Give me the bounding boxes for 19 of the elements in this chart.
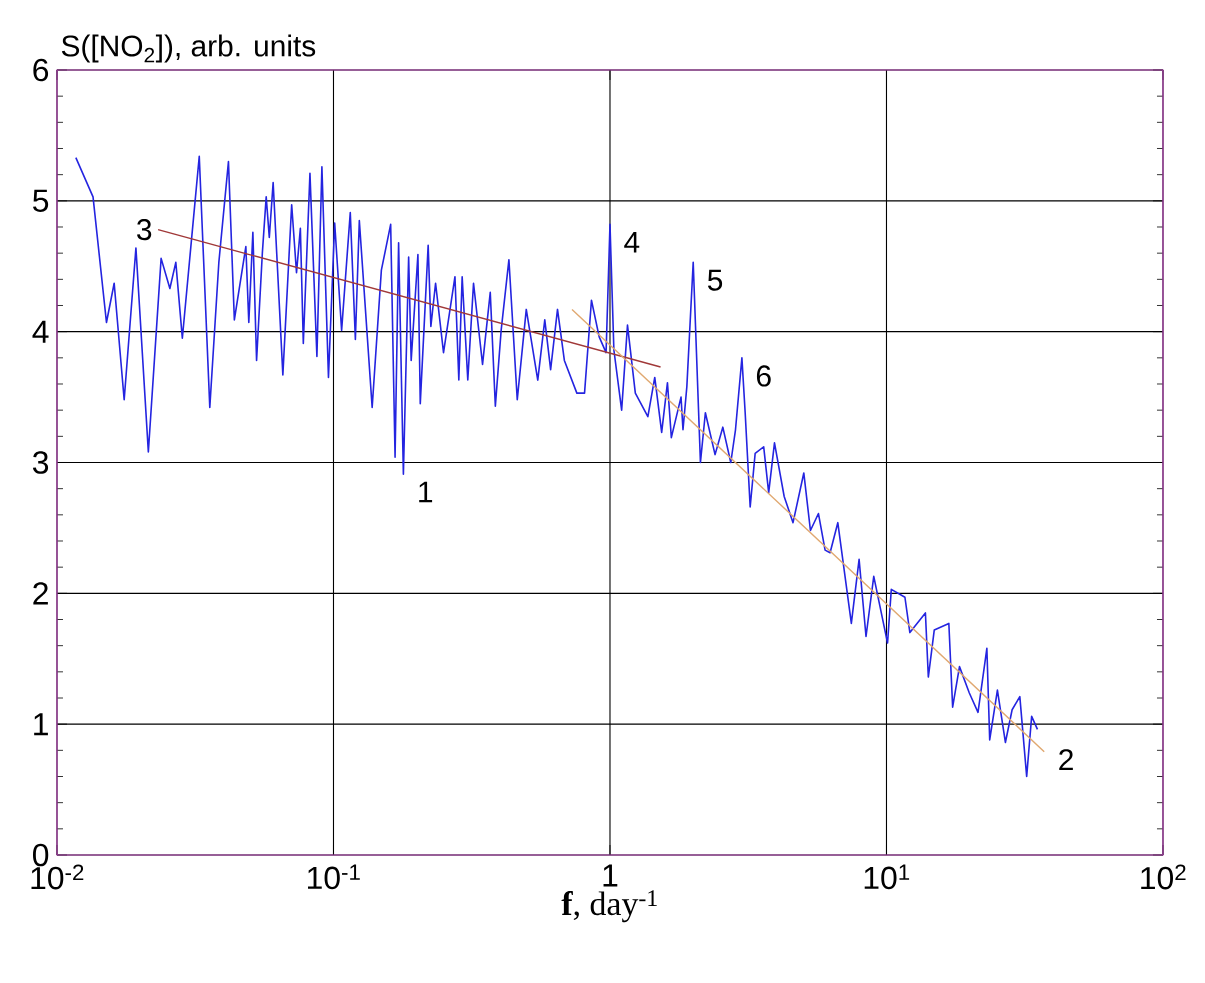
y-tick-label: 3 (32, 451, 49, 474)
y-tick-label: 2 (33, 582, 48, 605)
annotation: 3 (137, 219, 152, 241)
annotation: 4 (624, 231, 640, 253)
annotation: 2 (1059, 749, 1073, 771)
y-tick-label: 1 (34, 713, 48, 736)
x-axis-title: f, day$^{-1}$ (561, 890, 657, 923)
y-tick-label: 4 (32, 320, 49, 343)
annotation: 1 (419, 481, 433, 503)
annotation: 5 (707, 269, 723, 291)
x-tick-label: 10$^{2}$ (1141, 864, 1186, 890)
y-tick-label: 0 (32, 843, 49, 867)
x-tick-label: 10$^{1}$ (864, 864, 910, 890)
x-tick-label: 1 (603, 864, 618, 887)
y-tick-label: 6 (33, 58, 49, 82)
y-tick-label: 5 (33, 189, 49, 212)
x-tick-label: 10$^{-1}$ (308, 864, 360, 890)
annotation: 6 (756, 365, 771, 387)
y-axis-title: S([NO$_{2}$]), arb. units (61, 34, 316, 63)
